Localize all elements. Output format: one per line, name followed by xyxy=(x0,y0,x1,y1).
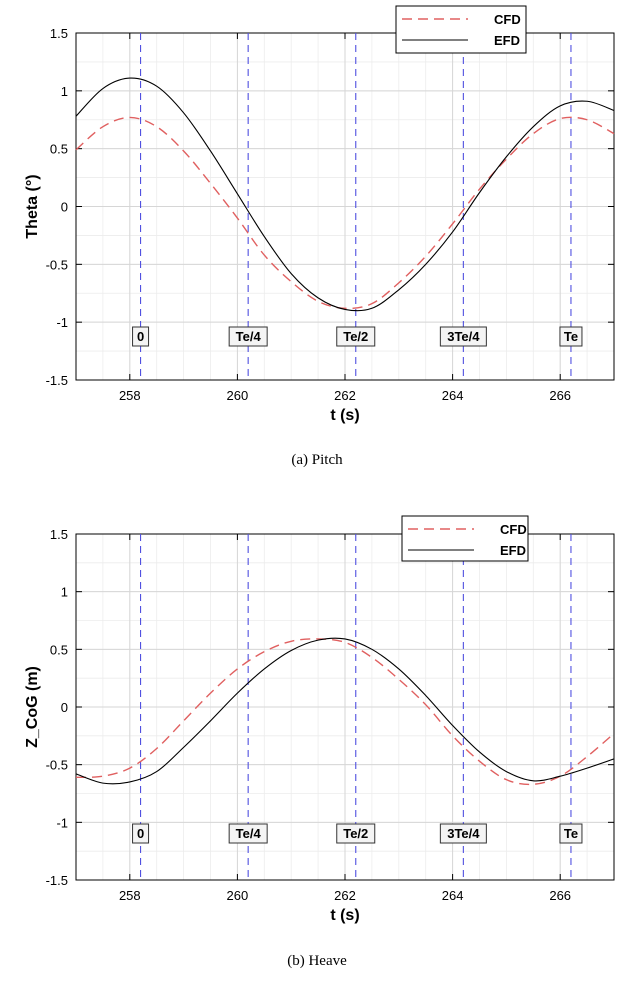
pitch-chart: 258 260 262 264 266 -1.5 -1 -0.5 0 0.5 1 1.5 t (s) Th… xyxy=(24,5,615,424)
heave-xtick-label: 264 xyxy=(442,888,464,903)
heave-phase-label-0: 0 xyxy=(137,826,144,841)
pitch-ytick-label: -1 xyxy=(56,315,68,330)
heave-chart: 258 260 262 264 266 -1.5 -1 -0.5 0 0.5 1 1.5 t (s) Z_… xyxy=(24,515,615,924)
pitch-series-efd xyxy=(75,77,615,312)
heave-phase-label-box-2 xyxy=(336,823,376,844)
pitch-phase-label-box-2 xyxy=(336,326,376,347)
heave-ytick-label: -1.5 xyxy=(46,873,68,888)
heave-xtick-label: 266 xyxy=(549,888,571,903)
heave-phase-label-box-0 xyxy=(132,823,150,844)
pitch-xtick-label: 260 xyxy=(227,388,249,403)
heave-phase-label-3: 3Te/4 xyxy=(447,826,480,841)
heave-legend-label-efd: EFD xyxy=(500,543,526,558)
pitch-y-axis-title: Theta (°) xyxy=(24,174,41,238)
pitch-series-cfd xyxy=(75,116,615,310)
pitch-phase-label-box-1 xyxy=(228,326,268,347)
pitch-ytick-label: 0 xyxy=(61,200,68,215)
pitch-x-axis-title: t (s) xyxy=(330,407,359,424)
pitch-xtick-label: 264 xyxy=(442,388,464,403)
heave-ytick-label: 1.5 xyxy=(50,527,68,542)
pitch-phase-label-box-4 xyxy=(559,326,583,347)
pitch-phase-label-3: 3Te/4 xyxy=(447,329,480,344)
heave-ytick-label: -1 xyxy=(56,815,68,830)
heave-phase-label-4: Te xyxy=(564,826,578,841)
pitch-xtick-label: 258 xyxy=(119,388,141,403)
pitch-ytick-label: 1 xyxy=(61,84,68,99)
heave-series-cfd xyxy=(75,638,615,786)
heave-legend-box xyxy=(401,515,529,562)
pitch-xtick-label: 266 xyxy=(549,388,571,403)
pitch-ytick-label: 1.5 xyxy=(50,26,68,41)
pitch-ytick-label: 0.5 xyxy=(50,142,68,157)
heave-series-efd xyxy=(75,637,615,785)
pitch-phase-label-box-0 xyxy=(132,326,150,347)
pitch-ytick-label: -1.5 xyxy=(46,373,68,388)
heave-caption: (b) Heave xyxy=(287,953,347,969)
heave-phase-label-2: Te/2 xyxy=(343,826,368,841)
pitch-phase-label-2: Te/2 xyxy=(343,329,368,344)
heave-xtick-label: 258 xyxy=(119,888,141,903)
pitch-phase-label-box-3 xyxy=(439,326,487,347)
pitch-legend-label-cfd: CFD xyxy=(494,12,521,27)
heave-ytick-label: 1 xyxy=(61,585,68,600)
pitch-legend-box xyxy=(395,5,527,54)
pitch-phase-label-0: 0 xyxy=(137,329,144,344)
heave-x-axis-title: t (s) xyxy=(330,907,359,924)
pitch-ytick-label: -0.5 xyxy=(46,257,68,272)
pitch-xtick-label: 262 xyxy=(334,388,356,403)
heave-phase-label-box-1 xyxy=(228,823,268,844)
heave-legend-label-cfd: CFD xyxy=(500,522,527,537)
heave-phase-label-1: Te/4 xyxy=(236,826,262,841)
pitch-phase-label-1: Te/4 xyxy=(236,329,262,344)
heave-xtick-label: 260 xyxy=(227,888,249,903)
pitch-legend-label-efd: EFD xyxy=(494,33,520,48)
heave-phase-label-box-4 xyxy=(559,823,583,844)
heave-ytick-label: 0 xyxy=(61,700,68,715)
heave-xtick-label: 262 xyxy=(334,888,356,903)
heave-ytick-label: -0.5 xyxy=(46,758,68,773)
pitch-phase-label-4: Te xyxy=(564,329,578,344)
heave-ytick-label: 0.5 xyxy=(50,642,68,657)
pitch-caption: (a) Pitch xyxy=(291,452,343,468)
heave-y-axis-title: Z_CoG (m) xyxy=(24,666,41,748)
heave-phase-label-box-3 xyxy=(439,823,487,844)
